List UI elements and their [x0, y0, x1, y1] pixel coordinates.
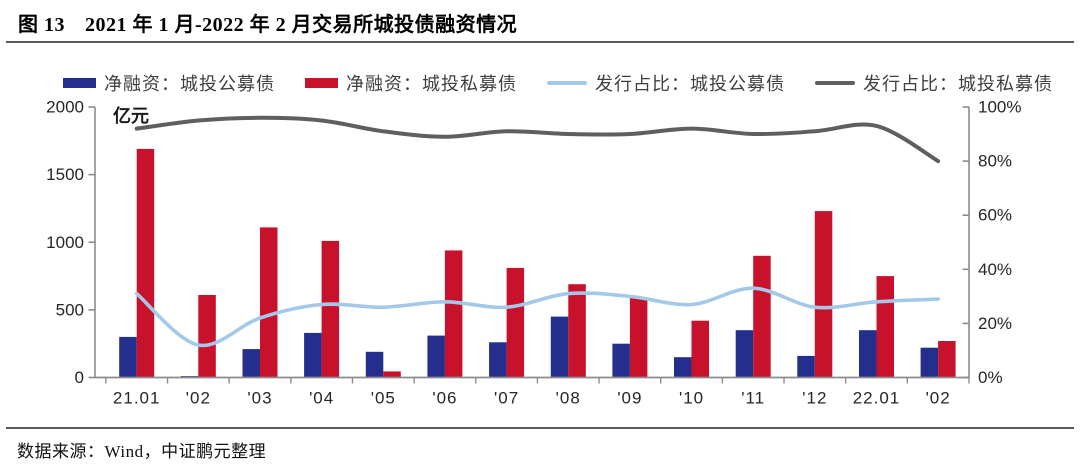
bar-net-financing-public — [119, 336, 137, 378]
x-axis-label: '02 — [186, 389, 211, 408]
title-divider — [6, 41, 1074, 43]
bar-net-financing-public — [797, 355, 815, 378]
figure-title-text: 2021 年 1 月-2022 年 2 月交易所城投债融资情况 — [85, 14, 518, 36]
x-axis-label: 22.01 — [853, 389, 901, 408]
y-axis-left-label: 2000 — [46, 98, 84, 117]
bar-net-financing-private — [814, 211, 833, 378]
legend-item-net-financing-private: 净融资：城投私募债 — [305, 70, 517, 96]
bar-net-financing-private — [136, 148, 155, 378]
bar-net-financing-private — [753, 255, 771, 378]
figure-label: 图 13 — [18, 14, 65, 36]
legend-item-issuance-share-public: 发行占比：城投公募债 — [547, 70, 785, 96]
bar-net-financing-public — [550, 316, 569, 378]
y-axis-right-label: 60% — [978, 206, 1012, 225]
y-axis-right-label: 100% — [978, 98, 1021, 117]
bar-net-financing-public — [489, 342, 507, 378]
bar-net-financing-private — [938, 341, 956, 378]
bar-net-financing-private — [691, 320, 709, 378]
bar-net-financing-private — [260, 227, 278, 378]
line-swatch-icon — [815, 81, 855, 85]
bar-net-financing-public — [365, 351, 384, 378]
bar-net-financing-private — [568, 284, 586, 378]
y-axis-right-label: 20% — [978, 314, 1012, 333]
bar-net-financing-public — [180, 376, 199, 378]
x-axis-label: '11 — [741, 389, 765, 408]
x-axis-label: 21.01 — [113, 389, 161, 408]
bar-net-financing-public — [735, 330, 754, 378]
bar-net-financing-public — [674, 357, 692, 378]
chart-legend: 净融资：城投公募债 净融资：城投私募债 发行占比：城投公募债 发行占比：城投私募… — [63, 70, 1080, 96]
legend-label: 发行占比：城投私募债 — [863, 74, 1053, 94]
source-divider — [6, 427, 1074, 429]
bar-net-financing-public — [920, 347, 939, 378]
bar-net-financing-public — [427, 335, 445, 378]
legend-item-net-financing-public: 净融资：城投公募债 — [63, 70, 275, 96]
y-axis-left-label: 500 — [56, 300, 84, 319]
legend-label: 净融资：城投私募债 — [346, 74, 517, 94]
x-axis-label: '09 — [617, 389, 642, 408]
bar-net-financing-private — [506, 267, 525, 378]
bar-swatch-icon — [305, 78, 338, 88]
bar-net-financing-private — [321, 240, 340, 378]
bar-net-financing-private — [629, 297, 648, 378]
x-axis-label: '02 — [926, 389, 951, 408]
y-axis-right-label: 80% — [978, 152, 1012, 171]
bar-net-financing-private — [444, 250, 463, 378]
bar-swatch-icon — [63, 78, 96, 88]
bar-net-financing-public — [304, 332, 322, 378]
x-axis-label: '03 — [247, 389, 272, 408]
line-issuance-share-private — [134, 115, 941, 164]
x-axis-label: '04 — [309, 389, 334, 408]
figure-title: 图 13 2021 年 1 月-2022 年 2 月交易所城投债融资情况 — [18, 8, 517, 37]
source-note: 数据来源：Wind，中证鹏元整理 — [17, 442, 267, 461]
bar-net-financing-public — [612, 343, 630, 378]
bar-net-financing-private — [198, 295, 216, 378]
y-axis-right-label: 0% — [978, 368, 1003, 387]
x-axis-label: '06 — [432, 389, 457, 408]
y-axis-left-label: 1500 — [46, 165, 84, 184]
y-axis-left-label: 1000 — [46, 233, 84, 252]
bar-net-financing-public — [859, 330, 877, 378]
bar-net-financing-private — [876, 276, 894, 378]
line-issuance-share-public — [134, 286, 940, 348]
y-axis-left-label: 0 — [75, 368, 84, 387]
x-axis-label: '08 — [556, 389, 581, 408]
bar-net-financing-private — [383, 371, 401, 378]
legend-label: 净融资：城投公募债 — [104, 74, 275, 94]
x-axis-label: '05 — [371, 389, 396, 408]
x-axis-label: '07 — [494, 389, 519, 408]
x-axis-label: '10 — [679, 389, 704, 408]
y-axis-right-label: 40% — [978, 260, 1012, 279]
line-swatch-icon — [547, 81, 587, 85]
x-axis-label: '12 — [802, 389, 827, 408]
left-axis-unit-label: 亿元 — [113, 105, 149, 126]
bar-net-financing-public — [242, 349, 260, 378]
legend-item-issuance-share-private: 发行占比：城投私募债 — [815, 70, 1053, 96]
legend-label: 发行占比：城投公募债 — [595, 74, 785, 94]
